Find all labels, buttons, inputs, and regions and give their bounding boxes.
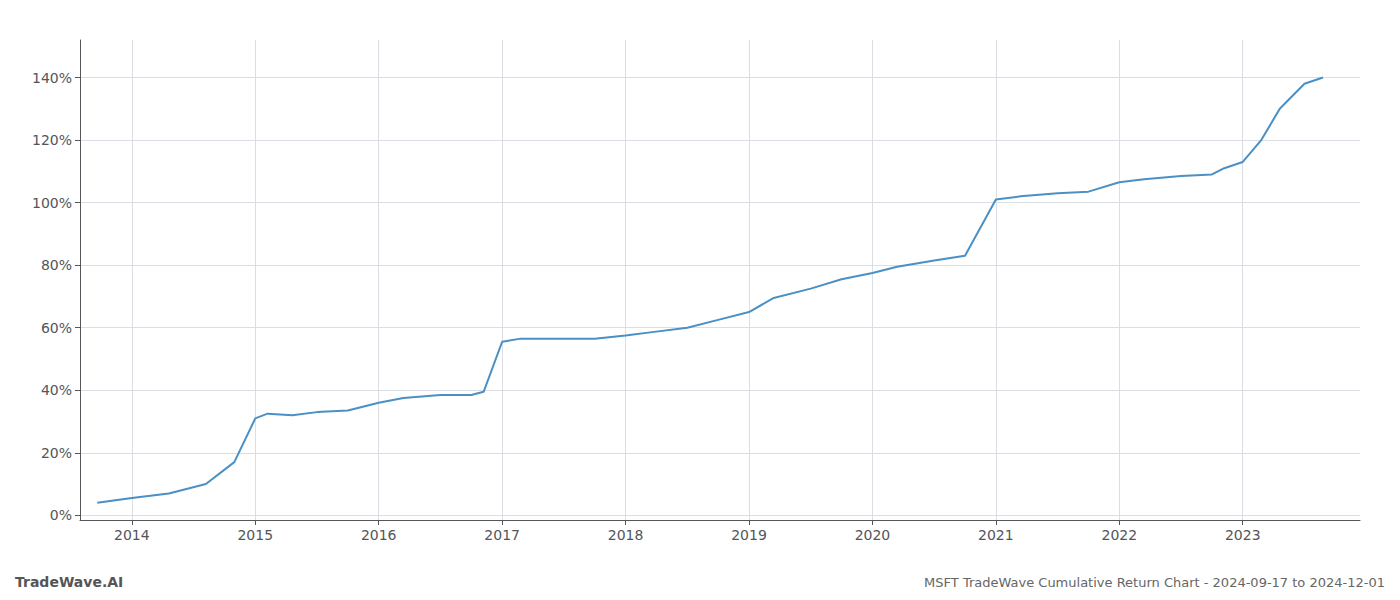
svg-text:140%: 140% bbox=[32, 70, 72, 86]
svg-text:2014: 2014 bbox=[114, 527, 150, 543]
svg-text:2016: 2016 bbox=[361, 527, 397, 543]
svg-text:2022: 2022 bbox=[1101, 527, 1137, 543]
svg-text:80%: 80% bbox=[41, 257, 72, 273]
svg-text:60%: 60% bbox=[41, 320, 72, 336]
svg-text:120%: 120% bbox=[32, 132, 72, 148]
svg-text:MSFT TradeWave Cumulative Retu: MSFT TradeWave Cumulative Return Chart -… bbox=[924, 575, 1385, 590]
svg-text:40%: 40% bbox=[41, 382, 72, 398]
svg-text:2017: 2017 bbox=[484, 527, 520, 543]
svg-text:2021: 2021 bbox=[978, 527, 1014, 543]
svg-text:2023: 2023 bbox=[1225, 527, 1261, 543]
svg-text:20%: 20% bbox=[41, 445, 72, 461]
svg-text:0%: 0% bbox=[50, 507, 72, 523]
svg-text:TradeWave.AI: TradeWave.AI bbox=[15, 574, 123, 590]
svg-text:2020: 2020 bbox=[855, 527, 891, 543]
svg-text:100%: 100% bbox=[32, 195, 72, 211]
svg-text:2015: 2015 bbox=[237, 527, 273, 543]
svg-text:2019: 2019 bbox=[731, 527, 767, 543]
svg-text:2018: 2018 bbox=[608, 527, 644, 543]
